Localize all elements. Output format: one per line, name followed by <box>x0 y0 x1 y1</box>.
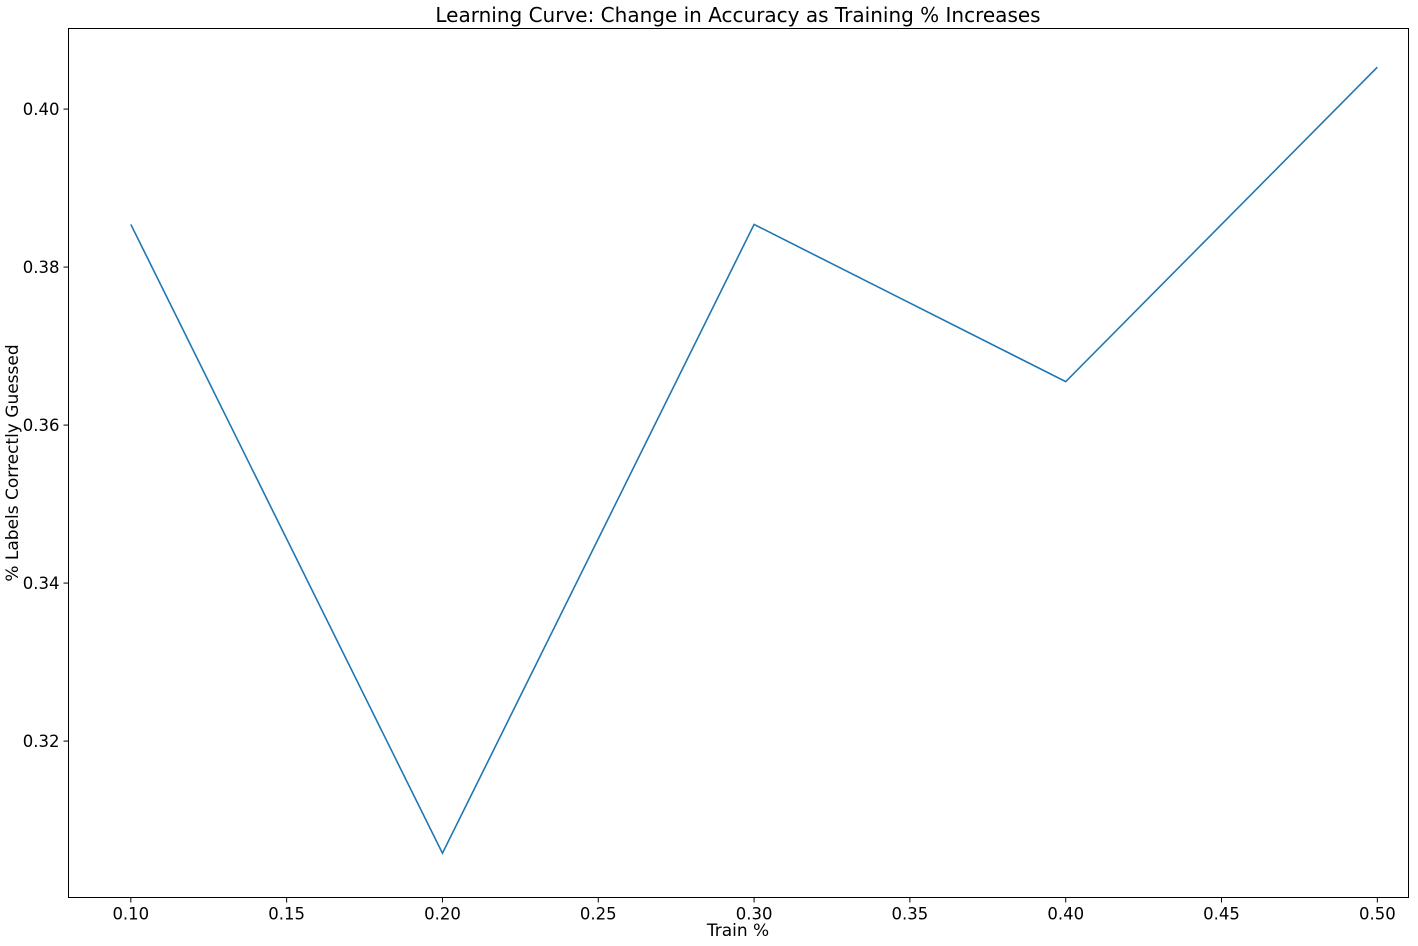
series-group <box>130 66 1378 856</box>
x-tick-label: 0.15 <box>268 905 305 924</box>
y-tick-label: 0.36 <box>23 416 60 435</box>
x-tick-label: 0.30 <box>736 905 773 924</box>
y-tick-label: 0.38 <box>23 258 60 277</box>
y-tick-label: 0.32 <box>23 732 60 751</box>
x-tick-label: 0.20 <box>424 905 461 924</box>
x-tick-label: 0.50 <box>1359 905 1396 924</box>
x-axis-label: Train % <box>706 921 769 941</box>
y-axis-label: % Labels Correctly Guessed <box>3 344 23 581</box>
y-tick-label: 0.34 <box>23 574 60 593</box>
chart-title: Learning Curve: Change in Accuracy as Tr… <box>435 3 1040 27</box>
y-axis-ticks: 0.32 0.34 0.36 0.38 0.40 <box>23 100 69 751</box>
x-tick-label: 0.35 <box>892 905 929 924</box>
x-tick-label: 0.40 <box>1047 905 1084 924</box>
x-axis-ticks: 0.10 0.15 0.20 0.25 0.30 0.35 0.40 0.45 0.50 <box>112 897 1396 924</box>
y-tick-label: 0.40 <box>23 100 60 119</box>
x-tick-label: 0.10 <box>112 905 149 924</box>
x-tick-label: 0.25 <box>580 905 617 924</box>
x-tick-label: 0.45 <box>1203 905 1240 924</box>
plot-area <box>68 28 1409 898</box>
plot-frame <box>68 28 1409 898</box>
series-line-0 <box>130 66 1378 856</box>
